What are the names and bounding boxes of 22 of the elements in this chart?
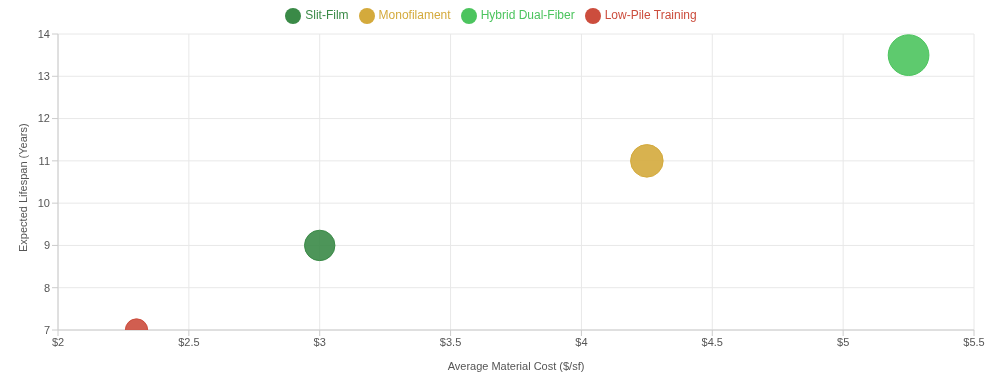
y-tick-label: 8 — [43, 281, 50, 294]
y-axis-title: Expected Lifespan (Years) — [16, 123, 29, 252]
x-tick-label: $5.5 — [963, 335, 985, 348]
y-tick-label: 14 — [37, 27, 50, 40]
x-tick-label: $4 — [575, 335, 588, 348]
x-tick-label: $3.5 — [439, 335, 462, 348]
x-axis-title: Average Material Cost ($/sf) — [447, 360, 585, 372]
legend-label: Hybrid Dual-Fiber — [480, 8, 575, 23]
x-tick-label: $3 — [313, 335, 326, 348]
legend-label: Slit-Film — [305, 8, 349, 23]
y-tick-label: 13 — [37, 70, 50, 83]
x-tick-label: $5 — [837, 335, 850, 348]
y-tick-label: 7 — [43, 323, 50, 336]
y-tick-label: 9 — [43, 239, 50, 252]
legend-label: Low-Pile Training — [604, 8, 697, 23]
y-tick-label: 11 — [38, 154, 50, 167]
y-tick-label: 10 — [37, 197, 50, 210]
x-tick-label: $2 — [51, 335, 65, 348]
x-tick-label: $4.5 — [701, 335, 723, 348]
y-tick-label: 12 — [37, 112, 50, 125]
legend-label: Monofilament — [378, 8, 451, 23]
x-tick-label: $2.5 — [178, 335, 200, 348]
